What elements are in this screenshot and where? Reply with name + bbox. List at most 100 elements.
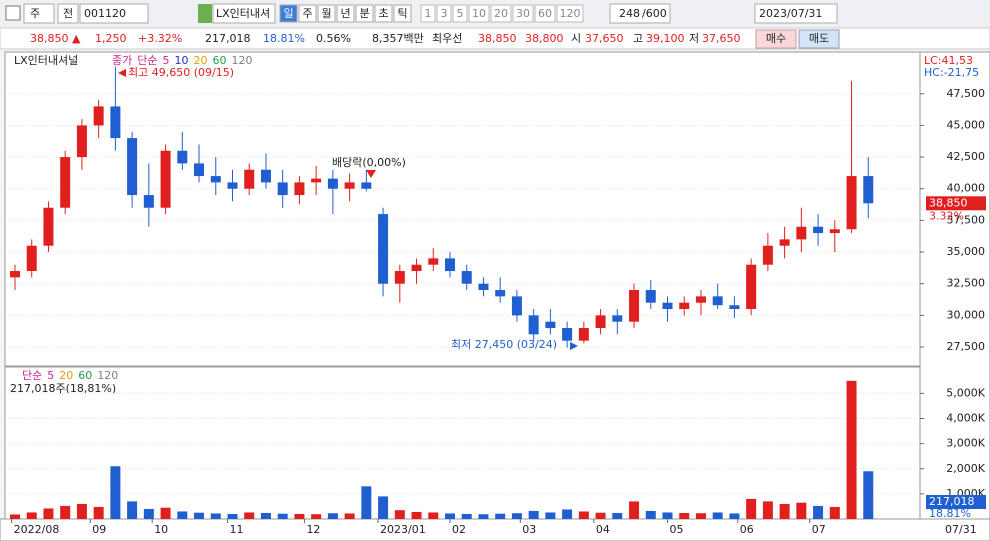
volume-bar xyxy=(394,510,405,519)
candle-body xyxy=(629,290,640,322)
candle-body xyxy=(562,328,573,341)
minute-btn[interactable] xyxy=(468,4,490,23)
price-tag xyxy=(926,196,986,211)
legend-entry: 종가 xyxy=(112,54,132,67)
tab[interactable] xyxy=(298,4,317,23)
x-tick-label: 11 xyxy=(229,523,243,536)
ask: 38,850 xyxy=(478,32,517,45)
volume-bar xyxy=(445,513,455,519)
minute-btn[interactable] xyxy=(534,4,556,23)
x-tick-label: 12 xyxy=(306,523,320,536)
arrow xyxy=(118,69,126,77)
volume-bar xyxy=(361,486,372,519)
minute-label: 20 xyxy=(494,7,508,20)
tab[interactable] xyxy=(374,4,393,23)
compare-btn[interactable] xyxy=(57,3,79,24)
legend-entry: 10 xyxy=(175,54,189,67)
x-tick-label: 10 xyxy=(154,523,168,536)
x-tick-label: 03 xyxy=(522,523,536,536)
volume-bar xyxy=(762,501,773,519)
volume-bar xyxy=(863,471,874,519)
candle-body xyxy=(227,182,238,189)
unit-select[interactable] xyxy=(23,3,55,24)
bid: 38,800 xyxy=(525,32,564,45)
volume-bar xyxy=(695,513,706,519)
candle-body xyxy=(210,176,221,183)
candle-body xyxy=(612,315,623,322)
volume-bar xyxy=(277,513,288,519)
minute-btn[interactable] xyxy=(556,4,584,23)
tab[interactable] xyxy=(355,4,374,23)
volume-bar xyxy=(595,512,606,519)
candle-body xyxy=(545,321,556,329)
minute-btn[interactable] xyxy=(436,4,452,23)
volume-rate: 18.81% xyxy=(929,507,971,520)
legend-entry: 5 xyxy=(47,369,54,382)
y-tick-label: 32,500 xyxy=(947,277,986,290)
minute-btn[interactable] xyxy=(512,4,534,23)
volume-bar xyxy=(210,513,221,519)
candle-body xyxy=(394,271,405,284)
x-tick-label: 05 xyxy=(670,523,684,536)
date-box[interactable] xyxy=(754,3,838,24)
tab[interactable] xyxy=(336,4,355,23)
y-axis xyxy=(919,51,990,520)
x-tick-label: 07 xyxy=(812,523,826,536)
tab[interactable] xyxy=(279,4,298,23)
candle-body xyxy=(762,245,773,265)
y-tick-label: 30,000 xyxy=(947,308,986,321)
legend-entry: 20 xyxy=(194,54,208,67)
x-tick-label: 2023/01 xyxy=(380,523,426,536)
icon[interactable] xyxy=(5,5,21,21)
last-rate: 3.32% xyxy=(929,209,964,222)
candle-body xyxy=(26,245,37,272)
legend-entry: 120 xyxy=(97,369,118,382)
y-tick-label: 27,500 xyxy=(947,340,986,353)
legend-entry: 단순 xyxy=(22,369,42,382)
volume-bar xyxy=(545,512,556,519)
count-max: /600 xyxy=(642,7,667,20)
code: 001120 xyxy=(84,7,126,20)
minute-btn[interactable] xyxy=(490,4,512,23)
minute-label: 30 xyxy=(516,7,530,20)
minute-btn[interactable] xyxy=(452,4,468,23)
tab[interactable] xyxy=(317,4,336,23)
volume-subtitle: 217,018주(18,81%) xyxy=(10,382,116,395)
minute-btn[interactable] xyxy=(420,4,436,23)
candle-body xyxy=(495,290,506,297)
code-input[interactable] xyxy=(79,3,149,24)
volume-bar xyxy=(177,511,188,519)
volume-bar xyxy=(143,508,154,519)
candle-body xyxy=(378,214,389,284)
volume-bar xyxy=(528,510,539,519)
candle-body xyxy=(445,258,455,272)
chart-title: LX인터내셔널 xyxy=(14,54,78,67)
sell: 매도 xyxy=(809,32,829,45)
candle-body xyxy=(194,163,205,177)
volume-bar xyxy=(93,506,104,519)
volume-bar xyxy=(60,505,71,519)
volume-bar xyxy=(194,512,205,519)
ratio: 0.56% xyxy=(316,32,351,45)
candle-body xyxy=(796,226,807,240)
tab[interactable] xyxy=(393,4,412,23)
volume-bar xyxy=(478,514,489,519)
count-box[interactable] xyxy=(609,3,671,24)
y-tick-label: 47,500 xyxy=(947,87,986,100)
hc: HC:-21,75 xyxy=(924,66,979,79)
sell-btn[interactable] xyxy=(798,29,840,49)
volume-bar xyxy=(311,514,322,519)
amount: 8,357백만 xyxy=(372,32,424,45)
annotation: 최고 49,650 (09/15) xyxy=(128,66,234,79)
buy-btn[interactable] xyxy=(755,29,797,49)
quote-bar xyxy=(0,27,990,50)
y-tick-label: 45,000 xyxy=(947,118,986,131)
price-panel xyxy=(4,51,921,367)
minute-label: 10 xyxy=(472,7,486,20)
volume-bar xyxy=(813,505,824,519)
candle-body xyxy=(344,182,355,189)
candle-body xyxy=(311,178,322,183)
y-tick-label: 37,500 xyxy=(947,213,986,226)
legend-entry: 5 xyxy=(163,54,170,67)
compare: 전 xyxy=(63,7,73,20)
